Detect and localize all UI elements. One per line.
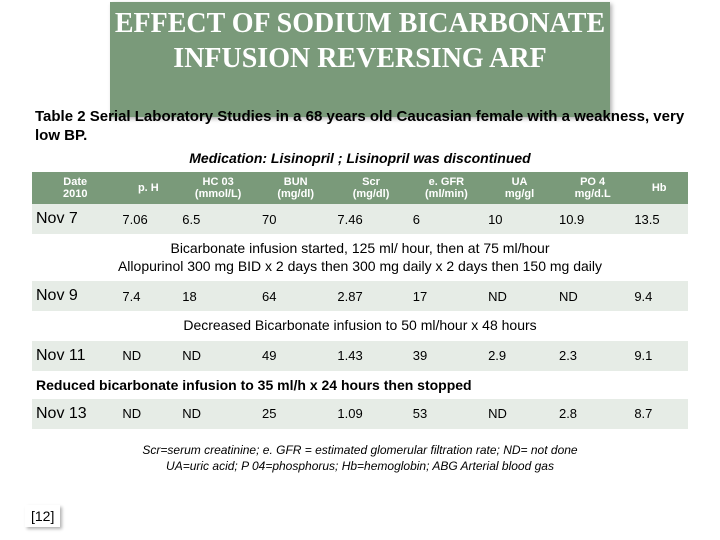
- intervention-note: Bicarbonate infusion started, 125 ml/ ho…: [32, 234, 688, 281]
- cell: 2.87: [333, 281, 408, 311]
- hdr-bun: BUN(mg/dl): [258, 172, 333, 204]
- cell: ND: [484, 281, 555, 311]
- cell-date: Nov 11: [32, 341, 118, 371]
- cell: 1.43: [333, 341, 408, 371]
- cell: 18: [178, 281, 258, 311]
- note-text: Bicarbonate infusion started, 125 ml/ ho…: [32, 234, 688, 281]
- cell: 64: [258, 281, 333, 311]
- cell: 10: [484, 204, 555, 234]
- abbreviations-footnote: Scr=serum creatinine; e. GFR = estimated…: [0, 443, 720, 474]
- cell-date: Nov 9: [32, 281, 118, 311]
- cell: 7.46: [333, 204, 408, 234]
- note-text: Reduced bicarbonate infusion to 35 ml/h …: [32, 371, 688, 399]
- cell: 13.5: [630, 204, 688, 234]
- intervention-note: Decreased Bicarbonate infusion to 50 ml/…: [32, 311, 688, 341]
- intervention-note: Reduced bicarbonate infusion to 35 ml/h …: [32, 371, 688, 399]
- cell: 1.09: [333, 399, 408, 429]
- table-caption: Table 2 Serial Laboratory Studies in a 6…: [35, 108, 695, 146]
- hdr-po4: PO 4mg/d.L: [555, 172, 630, 204]
- cell: 8.7: [630, 399, 688, 429]
- table-row: Nov 13 ND ND 25 1.09 53 ND 2.8 8.7: [32, 399, 688, 429]
- note-text: Decreased Bicarbonate infusion to 50 ml/…: [32, 311, 688, 341]
- hdr-scr: Scr(mg/dl): [333, 172, 408, 204]
- cell: 39: [409, 341, 484, 371]
- cell: ND: [555, 281, 630, 311]
- reference-number: [12]: [25, 505, 60, 527]
- hdr-ph: p. H: [118, 172, 178, 204]
- hdr-hco3: HC 03(mmol/L): [178, 172, 258, 204]
- hdr-egfr: e. GFR(ml/min): [409, 172, 484, 204]
- cell: ND: [484, 399, 555, 429]
- cell: 6: [409, 204, 484, 234]
- medication-note: Medication: Lisinopril ; Lisinopril was …: [0, 150, 720, 166]
- cell: ND: [178, 399, 258, 429]
- title-banner: EFFECT OF SODIUM BICARBONATE INFUSION RE…: [110, 2, 610, 117]
- cell: 70: [258, 204, 333, 234]
- cell: 9.4: [630, 281, 688, 311]
- cell: 17: [409, 281, 484, 311]
- hdr-date: Date2010: [32, 172, 118, 204]
- cell: 10.9: [555, 204, 630, 234]
- hdr-hb: Hb: [630, 172, 688, 204]
- lab-results-table: Date2010 p. H HC 03(mmol/L) BUN(mg/dl) S…: [32, 172, 688, 429]
- cell: 2.3: [555, 341, 630, 371]
- cell: 2.9: [484, 341, 555, 371]
- cell: 49: [258, 341, 333, 371]
- table-header-row: Date2010 p. H HC 03(mmol/L) BUN(mg/dl) S…: [32, 172, 688, 204]
- hdr-ua: UAmg/gl: [484, 172, 555, 204]
- table-row: Nov 11 ND ND 49 1.43 39 2.9 2.3 9.1: [32, 341, 688, 371]
- cell: ND: [178, 341, 258, 371]
- cell: 7.4: [118, 281, 178, 311]
- cell: 25: [258, 399, 333, 429]
- cell: 53: [409, 399, 484, 429]
- table-row: Nov 9 7.4 18 64 2.87 17 ND ND 9.4: [32, 281, 688, 311]
- cell-date: Nov 13: [32, 399, 118, 429]
- cell: ND: [118, 399, 178, 429]
- cell: 2.8: [555, 399, 630, 429]
- cell-date: Nov 7: [32, 204, 118, 234]
- cell: 6.5: [178, 204, 258, 234]
- cell: 9.1: [630, 341, 688, 371]
- cell: ND: [118, 341, 178, 371]
- cell: 7.06: [118, 204, 178, 234]
- table-row: Nov 7 7.06 6.5 70 7.46 6 10 10.9 13.5: [32, 204, 688, 234]
